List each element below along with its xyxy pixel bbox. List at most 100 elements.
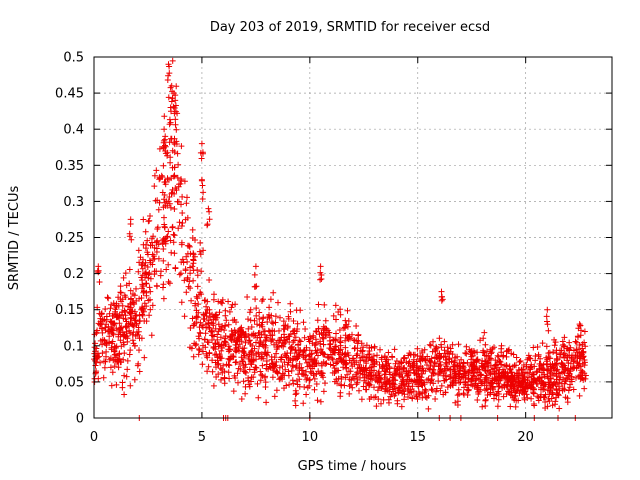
data-point xyxy=(457,363,464,370)
data-point xyxy=(138,306,145,313)
data-point xyxy=(391,384,398,390)
data-point xyxy=(198,140,205,147)
data-point xyxy=(400,365,407,372)
data-point xyxy=(273,350,280,357)
data-point xyxy=(167,119,174,126)
data-point xyxy=(534,344,541,350)
data-point xyxy=(263,399,270,406)
data-point xyxy=(108,382,115,389)
x-tick-label: 5 xyxy=(198,430,206,445)
data-point xyxy=(354,365,361,372)
data-point xyxy=(141,300,148,307)
data-point xyxy=(170,239,177,246)
y-tick-label: 0.5 xyxy=(63,51,84,66)
data-point xyxy=(393,358,400,364)
data-point xyxy=(442,389,449,396)
data-point xyxy=(333,316,339,323)
data-point xyxy=(236,341,243,348)
data-point xyxy=(425,405,432,412)
data-point xyxy=(107,305,114,312)
data-point xyxy=(193,313,200,320)
data-point xyxy=(200,348,206,355)
data-point xyxy=(551,360,558,367)
data-point xyxy=(136,335,143,342)
data-point xyxy=(432,396,439,402)
data-point xyxy=(270,289,277,296)
data-point xyxy=(391,365,398,372)
data-point xyxy=(553,387,560,394)
data-point xyxy=(172,121,179,128)
data-point xyxy=(342,344,349,351)
data-point xyxy=(255,349,262,356)
data-point xyxy=(358,396,365,403)
data-point xyxy=(209,357,216,364)
data-point xyxy=(575,325,582,332)
data-point xyxy=(290,355,297,362)
data-point xyxy=(419,348,425,354)
data-point xyxy=(322,331,329,338)
data-point xyxy=(362,358,369,365)
data-point xyxy=(562,394,569,401)
data-point xyxy=(326,354,333,361)
data-point xyxy=(159,189,166,196)
data-point xyxy=(290,318,297,324)
data-point xyxy=(543,343,550,350)
data-point xyxy=(468,361,475,368)
data-point xyxy=(572,338,579,345)
data-point xyxy=(577,332,584,339)
data-point xyxy=(260,328,267,335)
data-point xyxy=(576,392,583,399)
data-point xyxy=(234,370,241,377)
data-point xyxy=(195,351,202,358)
data-point xyxy=(140,241,147,248)
data-point xyxy=(240,349,247,356)
data-point xyxy=(317,346,324,353)
data-point xyxy=(423,388,429,394)
data-point xyxy=(172,116,179,123)
data-point xyxy=(342,350,349,357)
data-point xyxy=(168,98,175,105)
y-tick-label: 0.05 xyxy=(55,375,84,390)
data-point xyxy=(127,287,134,294)
data-point xyxy=(296,367,303,374)
data-point xyxy=(167,204,174,211)
data-point xyxy=(341,351,348,358)
data-point xyxy=(247,306,254,313)
data-point xyxy=(354,376,361,383)
data-point xyxy=(122,294,129,301)
data-point xyxy=(480,335,487,342)
data-point xyxy=(542,405,549,411)
data-point xyxy=(166,139,173,146)
data-point xyxy=(221,327,228,334)
data-point xyxy=(390,376,397,383)
data-point xyxy=(319,349,326,356)
data-point xyxy=(265,366,272,373)
data-point xyxy=(350,337,357,343)
data-point xyxy=(95,375,102,382)
data-point xyxy=(424,377,430,383)
data-point xyxy=(210,382,217,389)
data-point xyxy=(183,253,190,260)
data-point xyxy=(357,354,363,361)
data-point xyxy=(189,235,196,241)
data-point xyxy=(225,321,232,328)
data-point xyxy=(276,364,283,371)
data-point xyxy=(396,366,403,373)
data-point xyxy=(441,377,448,384)
data-point xyxy=(454,398,461,405)
data-point xyxy=(296,360,303,367)
data-point xyxy=(498,361,504,368)
data-point xyxy=(394,397,401,404)
data-point xyxy=(151,255,158,262)
data-point xyxy=(113,344,119,351)
data-point xyxy=(168,190,175,197)
data-point xyxy=(532,357,539,364)
data-point xyxy=(493,367,500,374)
data-point xyxy=(475,366,482,373)
data-point xyxy=(245,377,252,384)
data-point xyxy=(161,214,167,221)
data-point xyxy=(442,359,449,366)
data-point xyxy=(323,360,330,367)
data-point xyxy=(471,349,478,356)
y-tick-label: 0.3 xyxy=(63,195,84,210)
